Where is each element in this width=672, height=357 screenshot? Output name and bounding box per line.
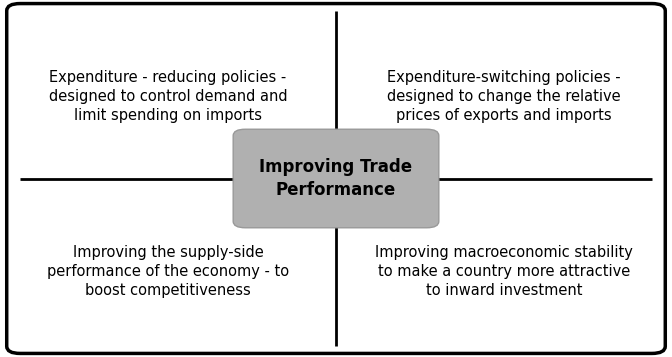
Text: Expenditure-switching policies -
designed to change the relative
prices of expor: Expenditure-switching policies - designe… [387, 70, 621, 123]
FancyBboxPatch shape [233, 129, 439, 228]
Text: Improving macroeconomic stability
to make a country more attractive
to inward in: Improving macroeconomic stability to mak… [375, 245, 633, 298]
Text: Improving Trade
Performance: Improving Trade Performance [259, 158, 413, 199]
FancyBboxPatch shape [7, 4, 665, 353]
Text: Improving the supply-side
performance of the economy - to
boost competitiveness: Improving the supply-side performance of… [47, 245, 289, 298]
Text: Expenditure - reducing policies -
designed to control demand and
limit spending : Expenditure - reducing policies - design… [48, 70, 288, 123]
